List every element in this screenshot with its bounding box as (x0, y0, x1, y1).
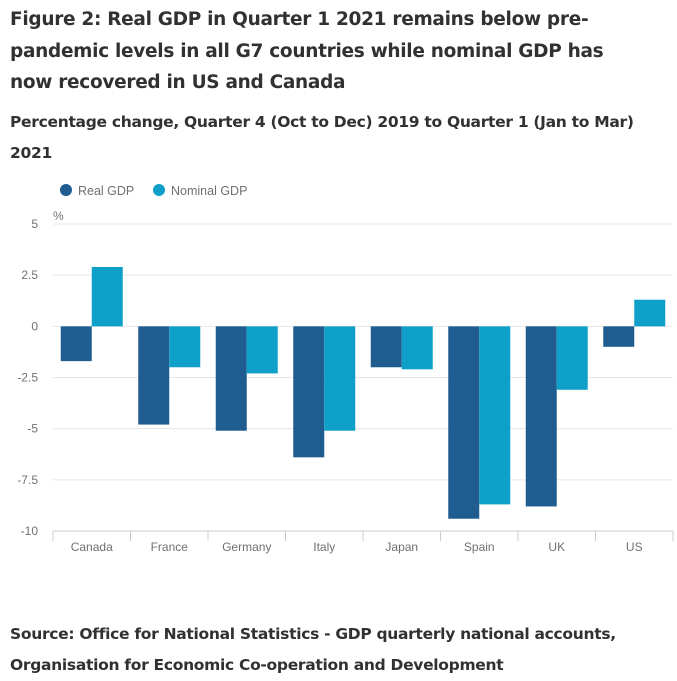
bar-real-gdp-italy[interactable] (293, 326, 325, 458)
y-axis: 5 2.5 0 -2.5 -5 -7.5 -10 (17, 217, 38, 538)
bar-nominal-gdp-us[interactable] (634, 299, 666, 327)
y-tick-label: -2.5 (17, 371, 38, 385)
bar-nominal-gdp-canada[interactable] (91, 266, 123, 327)
x-tick-label-us: US (626, 540, 643, 554)
bar-real-gdp-spain[interactable] (448, 326, 480, 519)
y-tick-label: 5 (31, 217, 38, 231)
legend-marker-nominal-gdp (153, 184, 165, 196)
bar-nominal-gdp-spain[interactable] (479, 326, 511, 505)
bar-real-gdp-germany[interactable] (215, 326, 247, 431)
source-note: Source: Office for National Statistics -… (10, 625, 616, 674)
x-tick-label-uk: UK (548, 540, 565, 554)
legend-marker-real-gdp (60, 184, 72, 196)
x-tick-label-italy: Italy (313, 540, 335, 554)
legend: Real GDP Nominal GDP (60, 184, 247, 198)
legend-label-nominal-gdp[interactable]: Nominal GDP (171, 184, 247, 198)
y-tick-label: -7.5 (17, 473, 38, 487)
legend-label-real-gdp[interactable]: Real GDP (78, 184, 134, 198)
figure-title: Figure 2: Real GDP in Quarter 1 2021 rem… (10, 9, 604, 93)
bars (60, 266, 666, 519)
y-tick-label: -5 (27, 422, 38, 436)
x-tick-label-france: France (151, 540, 189, 554)
y-tick-label: -10 (21, 524, 39, 538)
bar-real-gdp-us[interactable] (603, 326, 635, 347)
bar-nominal-gdp-uk[interactable] (556, 326, 588, 390)
x-tick-label-japan: Japan (385, 540, 418, 554)
x-tick-label-canada: Canada (71, 540, 113, 554)
y-axis-unit-label: % (53, 209, 64, 223)
bar-chart: Real GDP Nominal GDP 5 2.5 0 -2.5 -5 -7.5 -10 %… (17, 184, 674, 554)
y-tick-label: 0 (31, 319, 38, 333)
x-tick-label-spain: Spain (464, 540, 495, 554)
bar-nominal-gdp-japan[interactable] (401, 326, 433, 370)
x-axis: Canada France Germany Italy Japan Spain UK US (52, 531, 674, 554)
y-tick-label: 2.5 (21, 268, 38, 282)
bar-nominal-gdp-italy[interactable] (324, 326, 356, 431)
bar-real-gdp-uk[interactable] (525, 326, 557, 507)
bar-real-gdp-japan[interactable] (370, 326, 402, 368)
bar-real-gdp-france[interactable] (138, 326, 170, 425)
bar-nominal-gdp-france[interactable] (169, 326, 201, 368)
bar-nominal-gdp-germany[interactable] (246, 326, 278, 374)
figure-subtitle: Percentage change, Quarter 4 (Oct to Dec… (10, 113, 634, 162)
bar-real-gdp-canada[interactable] (60, 326, 92, 362)
x-tick-label-germany: Germany (222, 540, 271, 554)
